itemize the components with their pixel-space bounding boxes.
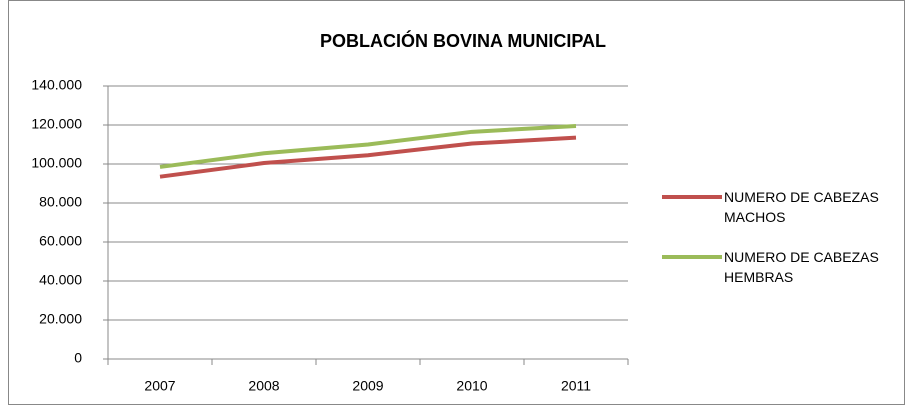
y-tick-label: 20.000	[39, 311, 82, 327]
y-tick-label: 60.000	[39, 233, 82, 249]
legend-label: NUMERO DE CABEZAS MACHOS	[724, 189, 879, 225]
x-tick-label: 2010	[456, 378, 487, 394]
series-line	[159, 123, 577, 169]
x-tick-label: 2008	[248, 378, 279, 394]
y-tick-label: 120.000	[31, 116, 82, 132]
y-tick-label: 0	[74, 350, 82, 366]
y-tick-label: 80.000	[39, 194, 82, 210]
x-tick-label: 2007	[144, 378, 175, 394]
x-tick-label: 2011	[561, 378, 591, 394]
y-tick-label: 40.000	[39, 272, 82, 288]
y-tick-label: 140.000	[31, 77, 82, 93]
y-tick-label: 100.000	[31, 155, 82, 171]
legend-label: NUMERO DE CABEZAS HEMBRAS	[724, 249, 879, 285]
x-tick-label: 2009	[352, 378, 383, 394]
chart-title: POBLACIÓN BOVINA MUNICIPAL	[320, 30, 606, 51]
series-line	[159, 135, 577, 179]
